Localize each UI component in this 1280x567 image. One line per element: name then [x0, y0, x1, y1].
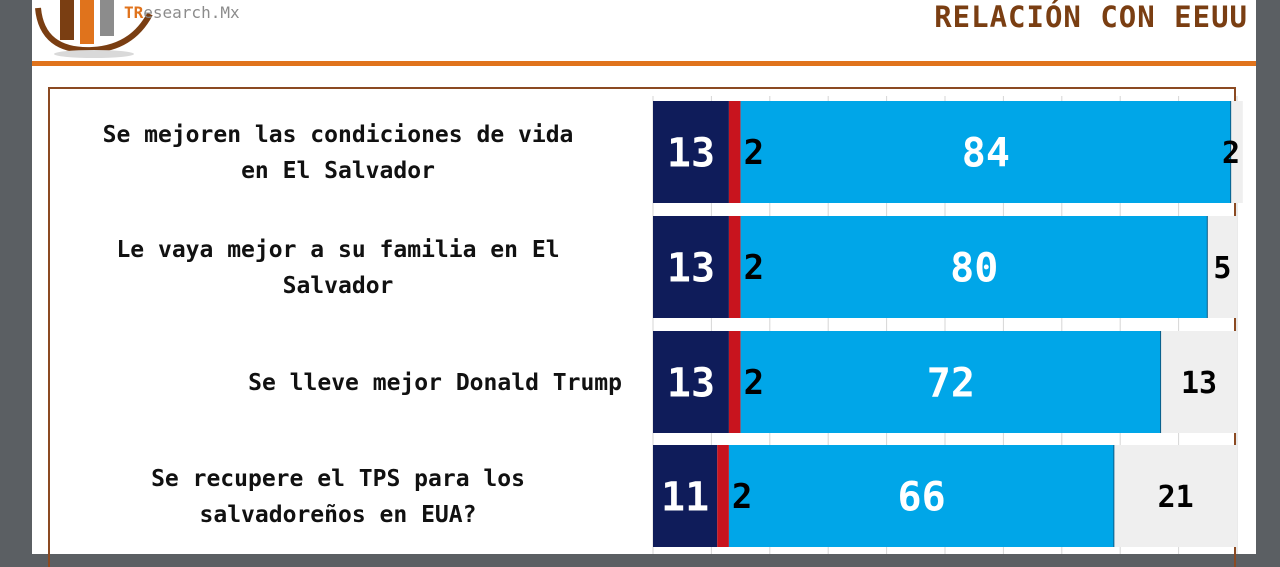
logo-text: TResearch.Mx	[124, 3, 240, 22]
data-label: 21	[1158, 480, 1194, 515]
logo-icon	[35, 0, 153, 58]
category-label: Se mejoren las condiciones de vida en El …	[103, 122, 574, 184]
data-label: 13	[667, 130, 715, 176]
data-label: 72	[927, 360, 975, 406]
stacked-bar-chart: Se mejoren las condiciones de vida en El …	[103, 96, 1243, 554]
category-label: Se recupere el TPS para los salvadoreños …	[151, 466, 525, 528]
header-rule	[32, 61, 1256, 66]
data-label: 11	[661, 474, 709, 520]
data-label: 2	[744, 363, 764, 403]
data-label: 84	[962, 130, 1010, 176]
bar-segment	[653, 331, 729, 433]
bar-segment	[1207, 216, 1237, 318]
bar-segment	[740, 331, 1162, 433]
category-label: Le vaya mejor a su familia en El Salvador	[116, 237, 559, 299]
data-label: 66	[898, 474, 946, 520]
bar-segment	[1114, 445, 1237, 547]
data-label: 13	[1181, 366, 1217, 401]
logo-prefix: TR	[124, 3, 144, 22]
logo-rest: esearch.Mx	[143, 3, 240, 22]
bar-segment	[653, 216, 729, 318]
bar-segment	[740, 101, 1232, 203]
bar-segment	[728, 445, 1115, 547]
data-label: 2	[744, 248, 764, 288]
bar-segment	[1161, 331, 1237, 433]
bar-segment	[728, 101, 741, 203]
category-label: Se lleve mejor Donald Trump	[248, 370, 622, 396]
bar-segment	[728, 216, 741, 318]
logo: TResearch.Mx	[32, 0, 292, 60]
bar-segment	[740, 216, 1208, 318]
data-label: 13	[667, 245, 715, 291]
data-label: 2	[1222, 136, 1240, 171]
data-label: 2	[744, 133, 764, 173]
data-label: 5	[1213, 251, 1231, 286]
bar-segment	[653, 101, 729, 203]
bar-segment	[653, 445, 718, 547]
data-label: 13	[667, 360, 715, 406]
data-label: 80	[950, 245, 998, 291]
data-label: 2	[732, 477, 752, 517]
page-title: RELACIÓN CON EEUU	[934, 0, 1248, 34]
bar-segment	[728, 331, 741, 433]
bar-segment	[717, 445, 729, 547]
bar-segment	[1231, 101, 1243, 203]
chart-panel	[48, 87, 1236, 567]
